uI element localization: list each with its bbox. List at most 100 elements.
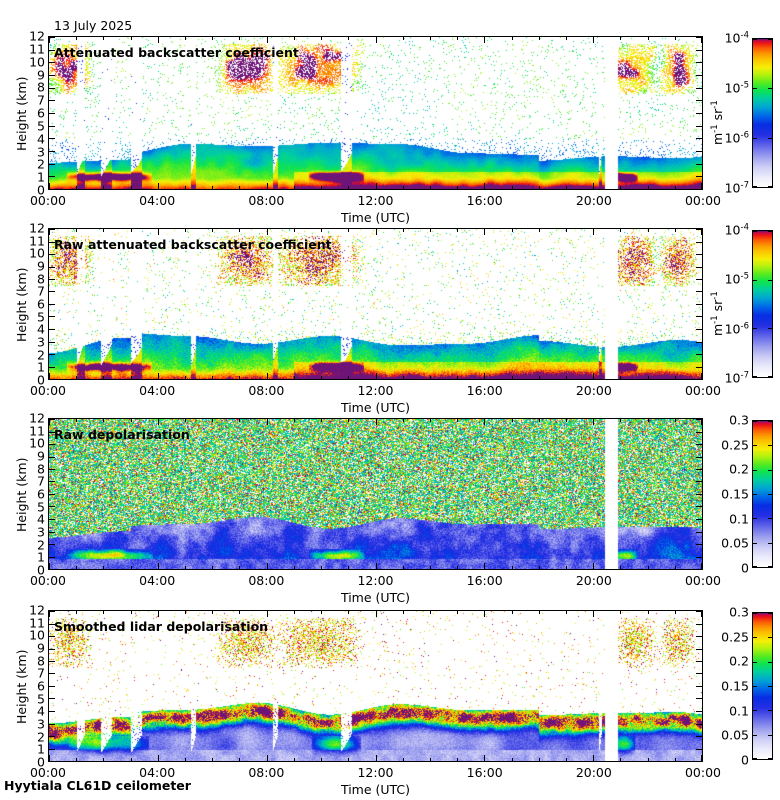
x-tick-minor xyxy=(239,229,240,232)
y-tick xyxy=(49,532,55,533)
x-tick-minor xyxy=(321,376,322,379)
x-tick xyxy=(484,37,485,43)
x-tick xyxy=(484,755,485,761)
x-tick-label: 04:00 xyxy=(139,193,176,208)
y-tick xyxy=(696,724,702,725)
y-tick xyxy=(49,100,55,101)
colorbar-raw-attenuated-backscatter xyxy=(752,230,773,378)
x-tick-minor xyxy=(103,611,104,614)
x-tick-label: 08:00 xyxy=(248,765,285,780)
colorbar-tick xyxy=(753,543,757,544)
y-tick-label: 9 xyxy=(37,448,45,464)
y-tick xyxy=(49,544,55,545)
y-tick xyxy=(49,329,55,330)
y-tick-label: 6 xyxy=(37,105,45,121)
x-tick-minor xyxy=(103,419,104,422)
x-tick-label: 04:00 xyxy=(139,765,176,780)
x-tick-label: 16:00 xyxy=(466,193,503,208)
x-tick-minor xyxy=(348,376,349,379)
y-tick-label: 8 xyxy=(37,653,45,669)
x-tick-minor xyxy=(321,758,322,761)
y-tick-label: 12 xyxy=(29,410,45,426)
colorbar-gradient xyxy=(753,231,772,377)
y-tick-label: 12 xyxy=(29,28,45,44)
x-tick-minor xyxy=(131,758,132,761)
y-tick-label: 2 xyxy=(37,729,45,745)
y-tick xyxy=(696,611,702,612)
x-tick xyxy=(49,563,50,569)
x-tick xyxy=(376,373,377,379)
x-tick-minor xyxy=(675,37,676,40)
y-tick-label: 9 xyxy=(37,258,45,274)
x-tick-minor xyxy=(76,419,77,422)
x-tick-minor xyxy=(648,37,649,40)
x-tick-minor xyxy=(212,611,213,614)
colorbar-gradient xyxy=(753,39,772,187)
y-tick xyxy=(49,457,55,458)
y-tick xyxy=(696,254,702,255)
y-tick-label: 4 xyxy=(37,131,45,147)
x-tick-minor xyxy=(457,566,458,569)
plot-area-raw-attenuated-backscatter[interactable] xyxy=(48,228,703,380)
colorbar-tick-label: 0.25 xyxy=(721,437,749,453)
x-tick xyxy=(593,755,594,761)
x-tick-minor xyxy=(620,186,621,189)
y-tick-label: 3 xyxy=(37,334,45,350)
y-tick xyxy=(696,267,702,268)
y-tick-label: 1 xyxy=(37,169,45,185)
plot-area-attenuated-backscatter[interactable] xyxy=(48,36,703,190)
x-tick xyxy=(376,563,377,569)
colorbar-tick xyxy=(768,138,772,139)
x-tick-label: 16:00 xyxy=(466,383,503,398)
plot-area-raw-depolarisation[interactable] xyxy=(48,418,703,570)
x-tick-minor xyxy=(620,566,621,569)
x-tick-minor xyxy=(321,229,322,232)
x-tick xyxy=(484,419,485,425)
y-tick xyxy=(696,532,702,533)
y-tick xyxy=(696,304,702,305)
colorbar-tick-label: 0.25 xyxy=(721,629,749,645)
x-tick-minor xyxy=(131,229,132,232)
y-tick xyxy=(696,279,702,280)
heatmap-canvas-smoothed-lidar-depolarisation xyxy=(49,611,702,761)
y-tick xyxy=(696,557,702,558)
x-tick-minor xyxy=(321,37,322,40)
y-tick xyxy=(49,229,55,230)
x-tick xyxy=(593,373,594,379)
y-tick xyxy=(49,126,55,127)
x-tick xyxy=(49,755,50,761)
x-tick-minor xyxy=(457,376,458,379)
x-tick-minor xyxy=(321,566,322,569)
x-tick-minor xyxy=(539,229,540,232)
x-tick-minor xyxy=(294,419,295,422)
x-tick-minor xyxy=(212,758,213,761)
y-tick xyxy=(696,164,702,165)
heatmap-canvas-raw-depolarisation xyxy=(49,419,702,569)
y-tick xyxy=(696,113,702,114)
y-tick xyxy=(696,242,702,243)
x-tick xyxy=(267,755,268,761)
x-tick-minor xyxy=(512,186,513,189)
x-tick-label: 08:00 xyxy=(248,193,285,208)
y-tick-label: 5 xyxy=(37,118,45,134)
y-tick xyxy=(49,113,55,114)
x-tick-minor xyxy=(103,376,104,379)
plot-area-smoothed-lidar-depolarisation[interactable] xyxy=(48,610,703,762)
x-tick-minor xyxy=(403,566,404,569)
x-tick-minor xyxy=(76,566,77,569)
x-tick-minor xyxy=(430,758,431,761)
colorbar-tick xyxy=(768,518,772,519)
x-tick xyxy=(376,229,377,235)
x-tick-minor xyxy=(675,758,676,761)
heatmap-canvas-raw-attenuated-backscatter xyxy=(49,229,702,379)
x-tick-minor xyxy=(294,186,295,189)
x-tick-minor xyxy=(539,566,540,569)
colorbar-tick xyxy=(753,637,757,638)
y-tick xyxy=(696,686,702,687)
y-tick-label: 7 xyxy=(37,473,45,489)
y-tick-label: 7 xyxy=(37,92,45,108)
colorbar-tick-label: 10-7 xyxy=(724,370,749,386)
